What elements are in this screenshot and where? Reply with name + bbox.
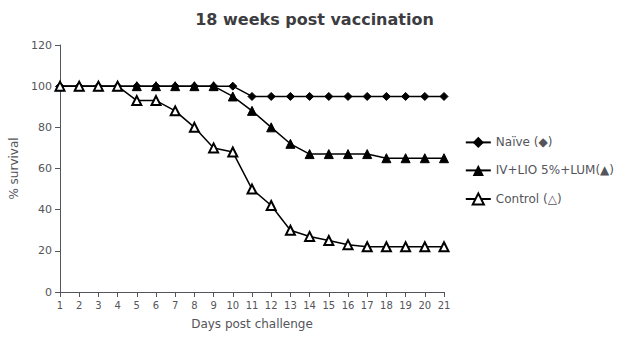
- svg-text:15: 15: [322, 300, 335, 311]
- svg-text:2: 2: [76, 300, 82, 311]
- svg-text:12: 12: [265, 300, 278, 311]
- svg-text:10: 10: [226, 300, 239, 311]
- svg-text:11: 11: [246, 300, 259, 311]
- svg-text:IV+LIO 5%+LUM(▲): IV+LIO 5%+LUM(▲): [496, 163, 614, 177]
- svg-text:60: 60: [38, 162, 52, 175]
- svg-text:Days post challenge: Days post challenge: [191, 317, 313, 331]
- svg-text:7: 7: [172, 300, 178, 311]
- svg-text:20: 20: [38, 244, 52, 257]
- svg-text:5: 5: [134, 300, 140, 311]
- svg-text:21: 21: [438, 300, 451, 311]
- svg-text:18: 18: [380, 300, 393, 311]
- svg-text:80: 80: [38, 121, 52, 134]
- svg-text:% survival: % survival: [7, 137, 21, 199]
- svg-text:120: 120: [31, 39, 52, 52]
- svg-text:20: 20: [418, 300, 431, 311]
- svg-text:100: 100: [31, 80, 52, 93]
- svg-text:17: 17: [361, 300, 374, 311]
- svg-text:Naïve (◆): Naïve (◆): [496, 135, 553, 149]
- svg-text:3: 3: [95, 300, 101, 311]
- svg-text:16: 16: [342, 300, 355, 311]
- svg-text:8: 8: [191, 300, 197, 311]
- svg-text:6: 6: [153, 300, 159, 311]
- svg-text:18 weeks post vaccination: 18 weeks post vaccination: [195, 10, 434, 29]
- svg-text:19: 19: [399, 300, 412, 311]
- svg-text:Control (△): Control (△): [496, 192, 562, 206]
- svg-text:40: 40: [38, 203, 52, 216]
- svg-text:1: 1: [57, 300, 63, 311]
- svg-text:14: 14: [303, 300, 316, 311]
- svg-text:9: 9: [210, 300, 216, 311]
- svg-text:4: 4: [114, 300, 120, 311]
- svg-text:13: 13: [284, 300, 297, 311]
- svg-text:0: 0: [45, 286, 52, 299]
